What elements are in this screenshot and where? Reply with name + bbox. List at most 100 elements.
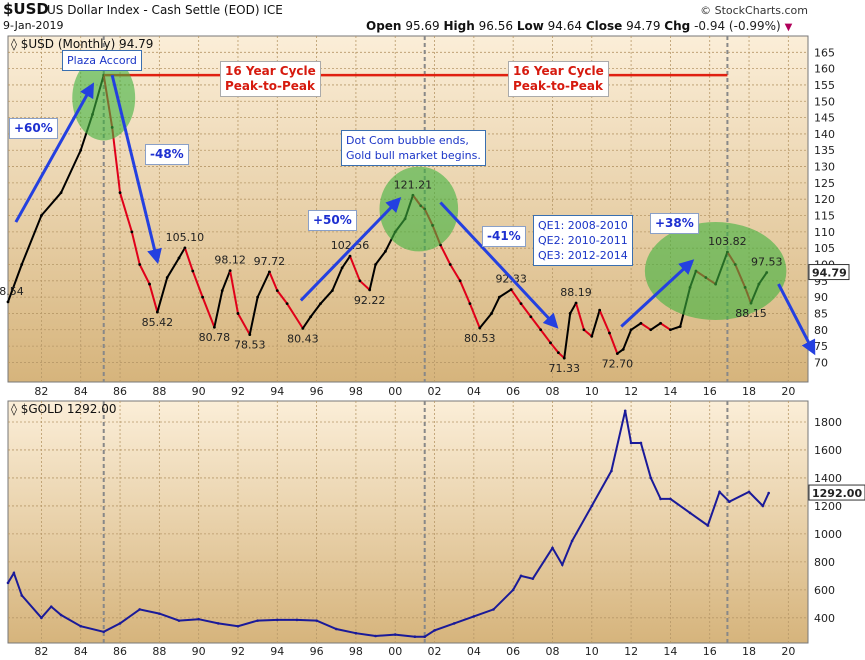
usd-data-point bbox=[212, 325, 216, 329]
gold-x-tick-label: 08 bbox=[545, 645, 559, 658]
usd-value-label: 102.56 bbox=[331, 239, 370, 252]
gold-data-point bbox=[610, 469, 613, 473]
gold-x-tick-label: 94 bbox=[270, 645, 284, 658]
gold-data-point bbox=[40, 616, 43, 620]
usd-data-point bbox=[490, 312, 493, 315]
gold-data-point bbox=[649, 476, 653, 480]
usd-y-tick-label: 110 bbox=[814, 226, 835, 239]
usd-series-segment bbox=[229, 269, 239, 315]
gold-data-point bbox=[688, 511, 692, 515]
gold-x-tick-label: 18 bbox=[742, 645, 756, 658]
usd-x-tick-label: 04 bbox=[467, 385, 481, 398]
description-text: US Dollar Index - Cash Settle (EOD) bbox=[47, 3, 260, 17]
usd-last-value-tag bbox=[808, 264, 850, 281]
usd-series-segment bbox=[582, 328, 593, 338]
usd-data-point bbox=[309, 315, 313, 319]
usd-series-segment bbox=[510, 288, 523, 305]
gold-data-point bbox=[236, 624, 240, 628]
gold-plot-area bbox=[7, 400, 809, 644]
gold-x-tick-label: 10 bbox=[585, 645, 599, 658]
gold-x-tick-label: 84 bbox=[74, 645, 88, 658]
usd-value-label: 121.21 bbox=[394, 178, 433, 191]
usd-value-label: 85.42 bbox=[142, 316, 174, 329]
gold-last-value-tag bbox=[808, 484, 865, 501]
usd-value-label: 72.70 bbox=[602, 358, 634, 371]
trend-arrow bbox=[14, 82, 94, 223]
usd-y-tick-label: 135 bbox=[814, 144, 835, 157]
trend-arrow bbox=[620, 259, 695, 328]
usd-data-point bbox=[629, 328, 633, 332]
usd-value-label: 97.53 bbox=[751, 256, 783, 269]
usd-series-segment bbox=[221, 269, 232, 292]
gold-data-point bbox=[393, 633, 397, 636]
gold-x-tick-label: 92 bbox=[231, 645, 245, 658]
usd-data-point bbox=[458, 279, 462, 283]
usd-data-point bbox=[201, 295, 204, 299]
usd-data-point bbox=[498, 295, 501, 299]
peak-highlight bbox=[72, 55, 136, 141]
close-label: Close bbox=[585, 19, 623, 33]
usd-data-point bbox=[191, 269, 195, 273]
gold-data-point bbox=[118, 622, 122, 625]
gold-y-tick-label: 1600 bbox=[814, 444, 842, 457]
usd-x-tick-label: 00 bbox=[388, 385, 402, 398]
usd-data-point bbox=[130, 230, 134, 234]
usd-series-segment bbox=[319, 289, 334, 305]
usd-value-label: 71.33 bbox=[549, 362, 581, 375]
usd-y-tick-label: 120 bbox=[814, 193, 835, 206]
gold-y-tick-label: 1800 bbox=[814, 416, 842, 429]
gold-y-tick-label: 1400 bbox=[814, 472, 842, 485]
usd-y-tick-label: 125 bbox=[814, 177, 835, 190]
usd-x-tick-label: 82 bbox=[34, 385, 48, 398]
usd-x-tick-label: 18 bbox=[742, 385, 756, 398]
gold-data-point bbox=[706, 524, 710, 527]
usd-series-segment bbox=[468, 302, 481, 330]
gold-x-tick-label: 88 bbox=[152, 645, 166, 658]
usd-data-point bbox=[236, 312, 240, 315]
gold-data-point bbox=[728, 500, 731, 504]
gold-data-point bbox=[20, 594, 24, 597]
usd-series-segment bbox=[156, 276, 169, 314]
usd-data-point bbox=[448, 263, 452, 266]
usd-data-point bbox=[649, 328, 653, 332]
usd-value-label: 103.82 bbox=[708, 235, 747, 248]
gold-x-tick-label: 04 bbox=[467, 645, 481, 658]
usd-y-tick-label: 145 bbox=[814, 112, 835, 125]
peak-highlight bbox=[644, 222, 787, 320]
usd-data-point bbox=[678, 325, 682, 328]
gold-data-point bbox=[472, 615, 476, 618]
plaza-accord-note: Plaza Accord bbox=[62, 50, 142, 71]
usd-series-segment bbox=[286, 302, 304, 330]
gold-data-point bbox=[102, 630, 106, 634]
gold-data-point bbox=[492, 608, 495, 611]
usd-data-point bbox=[165, 276, 169, 279]
gold-data-point bbox=[59, 613, 63, 617]
usd-data-point bbox=[659, 321, 662, 325]
gold-x-tick-label: 20 bbox=[781, 645, 795, 658]
gold-data-point bbox=[256, 619, 259, 622]
gold-data-point bbox=[669, 497, 672, 501]
symbol-description: US Dollar Index - Cash Settle (EOD) ICE bbox=[47, 3, 283, 17]
high-label: High bbox=[443, 19, 475, 33]
gold-data-point bbox=[12, 571, 16, 575]
trend-arrow bbox=[110, 74, 162, 265]
usd-series-segment bbox=[374, 250, 387, 266]
usd-series-segment bbox=[659, 322, 672, 331]
usd-series-segment bbox=[213, 289, 224, 329]
symbol-title: $USD bbox=[3, 0, 49, 18]
usd-data-point bbox=[183, 246, 187, 250]
usd-data-point bbox=[330, 289, 334, 293]
gold-x-tick-label: 86 bbox=[113, 645, 127, 658]
usd-series-segment bbox=[669, 325, 682, 331]
usd-series-segment bbox=[268, 270, 279, 292]
gold-data-point bbox=[639, 441, 643, 445]
cycle-note-1: 16 Year Cycle Peak-to-Peak bbox=[220, 61, 321, 97]
usd-x-tick-label: 94 bbox=[270, 385, 284, 398]
gold-data-point bbox=[531, 577, 535, 580]
usd-data-point bbox=[568, 312, 572, 315]
gold-data-point bbox=[623, 409, 627, 413]
usd-data-point bbox=[358, 279, 362, 283]
gold-data-point bbox=[197, 617, 200, 621]
usd-series-segment bbox=[569, 302, 578, 315]
gold-x-tick-label: 02 bbox=[428, 645, 442, 658]
